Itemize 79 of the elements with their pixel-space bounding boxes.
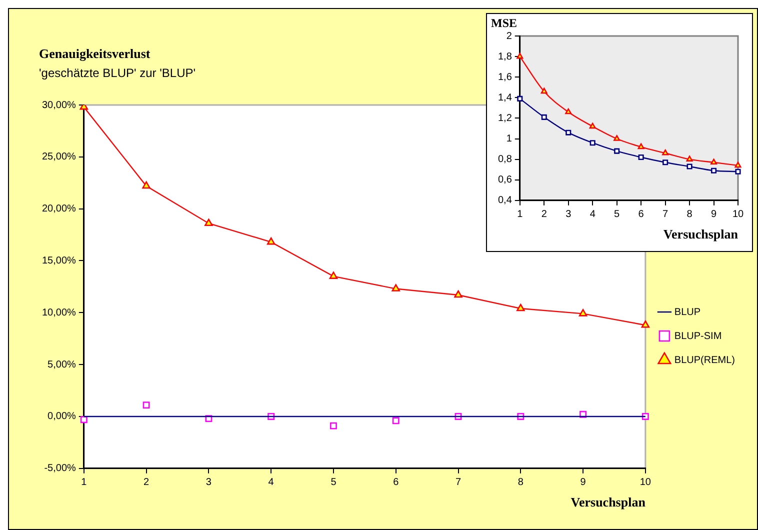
point — [266, 237, 276, 245]
point — [735, 168, 741, 174]
point — [686, 156, 693, 162]
x-tick-label: 4 — [268, 477, 274, 488]
y-tick-label: 0,6 — [498, 174, 512, 186]
point — [578, 309, 588, 316]
y-tick-label: 20,00% — [42, 204, 76, 215]
legend-label: BLUP-SIM — [674, 330, 722, 342]
x-tick-label: 2 — [541, 209, 548, 220]
point — [638, 143, 644, 150]
point — [614, 135, 620, 141]
x-axis-title: Versuchsplan — [570, 494, 646, 510]
point — [641, 320, 650, 328]
x-tick-label: 3 — [206, 477, 212, 488]
x-tick-label: 1 — [81, 477, 88, 488]
y-tick-label: 0,00% — [48, 411, 76, 422]
x-tick-label: 5 — [614, 209, 620, 220]
point — [142, 402, 150, 409]
chart-title: Genauigkeitsverlust — [39, 46, 151, 62]
y-tick-label: 2 — [506, 30, 512, 42]
point — [392, 417, 400, 424]
y-tick-label: 15,00% — [42, 255, 76, 266]
point — [686, 164, 692, 170]
x-tick-label: 3 — [566, 209, 572, 220]
point — [516, 52, 524, 59]
x-tick-label: 6 — [393, 477, 400, 488]
x-tick-label: 7 — [662, 209, 669, 220]
y-tick-label: 5,00% — [48, 359, 76, 370]
y-tick-label: 25,00% — [42, 152, 76, 163]
y-axis-title: MSE — [491, 16, 518, 30]
point — [710, 158, 718, 165]
point — [638, 154, 644, 160]
legend-label: BLUP(REML) — [674, 354, 736, 366]
point — [710, 168, 717, 174]
y-tick-label: 0,4 — [498, 195, 512, 206]
y-tick-label: 1 — [506, 134, 512, 144]
point — [566, 130, 572, 136]
x-tick-label: 7 — [455, 477, 462, 488]
x-tick-label: 1 — [517, 209, 524, 220]
point — [80, 416, 88, 424]
x-tick-label: 9 — [580, 477, 586, 488]
point — [392, 284, 400, 292]
x-tick-label: 5 — [330, 477, 337, 488]
point — [642, 413, 649, 420]
point — [590, 140, 596, 146]
y-tick-label: 0,8 — [498, 154, 512, 166]
x-tick-label: 4 — [590, 209, 596, 220]
chart-subtitle: 'geschätzte BLUP' zur 'BLUP' — [39, 66, 196, 80]
y-tick-label: 30,00% — [42, 100, 76, 111]
point — [204, 218, 213, 226]
point — [454, 290, 462, 298]
x-tick-label: 6 — [638, 209, 644, 220]
legend-label: BLUP — [674, 306, 701, 318]
point — [541, 114, 547, 120]
point — [517, 96, 523, 102]
x-tick-label: 2 — [144, 477, 150, 488]
point — [589, 122, 596, 129]
point — [142, 181, 150, 189]
x-tick-label: 8 — [686, 209, 693, 220]
x-tick-label: 10 — [732, 209, 744, 220]
y-tick-label: 1,8 — [498, 51, 512, 62]
point — [329, 272, 338, 279]
point — [330, 422, 337, 430]
y-tick-label: -5,00% — [44, 463, 76, 474]
point — [662, 149, 669, 156]
y-tick-label: 10,00% — [42, 307, 76, 318]
point — [734, 162, 742, 168]
x-tick-label: 9 — [710, 209, 717, 220]
y-tick-label: 1,2 — [498, 112, 512, 124]
point — [662, 160, 668, 166]
x-tick-label: 10 — [640, 477, 652, 488]
point — [614, 148, 620, 154]
point — [540, 88, 548, 94]
y-tick-label: 1,4 — [498, 92, 512, 104]
x-tick-label: 8 — [518, 477, 524, 488]
x-axis-title: Versuchsplan — [663, 226, 739, 242]
point — [516, 304, 525, 312]
y-tick-label: 1,6 — [498, 72, 512, 83]
point — [565, 108, 572, 114]
